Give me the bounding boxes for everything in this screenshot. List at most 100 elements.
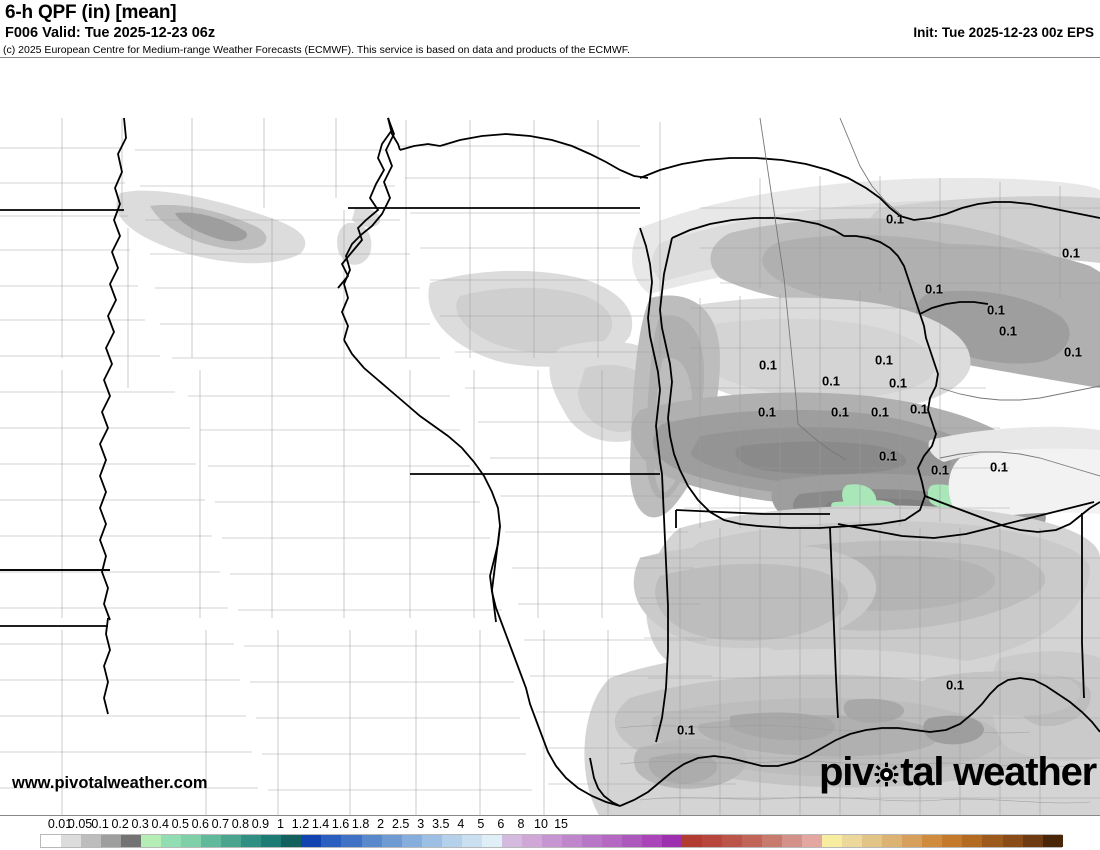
colorbar-tick: 8 — [517, 817, 525, 831]
colorbar-swatch — [601, 835, 622, 847]
colorbar-swatch — [922, 835, 943, 847]
colorbar-swatch — [742, 835, 763, 847]
colorbar[interactable]: 0.01 0.05 0.1 0.2 0.3 0.4 0.5 0.6 0.7 0.8 0.9 1 1.2 1… — [0, 816, 1100, 850]
colorbar-tick: 3.5 — [432, 817, 450, 831]
contour-label: 0.1 — [945, 677, 965, 693]
colorbar-swatch — [942, 835, 963, 847]
contour-label: 0.1 — [870, 404, 890, 420]
logo-text-pre: piv — [819, 750, 874, 794]
colorbar-tick: 0.6 — [191, 817, 210, 831]
colorbar-tick: 0.2 — [111, 817, 129, 831]
colorbar-swatch — [181, 835, 202, 847]
page-title: 6-h QPF (in) [mean] — [5, 2, 177, 23]
map-header: 6-h QPF (in) [mean] F006 Valid: Tue 2025… — [0, 0, 1100, 57]
contour-label: 0.1 — [757, 404, 777, 420]
colorbar-swatch — [962, 835, 983, 847]
colorbar-tick: 5 — [477, 817, 485, 831]
colorbar-swatch — [762, 835, 783, 847]
state-boundaries — [0, 117, 1100, 807]
contour-label: 0.1 — [821, 373, 841, 389]
contour-label: 0.1 — [1061, 245, 1081, 261]
contour-label: 0.1 — [1063, 344, 1083, 360]
gear-icon — [874, 752, 899, 787]
contour-label: 0.1 — [758, 357, 778, 373]
colorbar-swatch — [281, 835, 302, 847]
colorbar-tick: 1.2 — [291, 817, 310, 831]
contour-label: 0.1 — [676, 722, 696, 738]
colorbar-tick: 3 — [417, 817, 425, 831]
contour-label: 0.1 — [874, 352, 894, 368]
colorbar-swatch — [221, 835, 242, 847]
colorbar-swatch — [682, 835, 703, 847]
colorbar-swatch — [361, 835, 382, 847]
colorbar-swatch — [321, 835, 342, 847]
colorbar-tick: 15 — [554, 817, 568, 831]
contour-label: 0.1 — [909, 401, 929, 417]
colorbar-swatch — [702, 835, 723, 847]
colorbar-swatch — [381, 835, 402, 847]
colorbar-swatch — [1002, 835, 1023, 847]
contour-label: 0.1 — [924, 281, 944, 297]
colorbar-tick: 0.1 — [91, 817, 109, 831]
colorbar-swatch — [141, 835, 162, 847]
colorbar-swatch — [101, 835, 122, 847]
colorbar-swatch — [61, 835, 82, 847]
colorbar-tick: 4 — [457, 817, 465, 831]
logo-text-post: tal weather — [900, 750, 1097, 794]
colorbar-swatch — [401, 835, 422, 847]
contour-label: 0.1 — [989, 459, 1009, 475]
colorbar-swatch — [161, 835, 182, 847]
contour-label: 0.1 — [986, 302, 1006, 318]
pivotal-weather-logo: piv — [819, 750, 1097, 795]
copyright-notice: (c) 2025 European Centre for Medium-rang… — [3, 44, 630, 56]
colorbar-swatch — [822, 835, 843, 847]
colorbar-tick: 1.4 — [311, 817, 330, 831]
site-url-watermark: www.pivotalweather.com — [12, 774, 208, 792]
colorbar-tick: 0.3 — [131, 817, 149, 831]
colorbar-swatch — [581, 835, 602, 847]
colorbar-tick: 0.01 — [47, 817, 73, 831]
colorbar-swatch — [421, 835, 442, 847]
colorbar-swatch — [261, 835, 282, 847]
colorbar-swatch — [1042, 835, 1063, 847]
colorbar-swatch — [81, 835, 102, 847]
colorbar-tick: 0.5 — [171, 817, 189, 831]
contour-label: 0.1 — [888, 375, 908, 391]
map-svg — [0, 58, 1100, 815]
colorbar-swatch — [561, 835, 582, 847]
colorbar-swatch — [201, 835, 222, 847]
colorbar-tick: 0.9 — [251, 817, 270, 831]
colorbar-swatch — [1022, 835, 1043, 847]
colorbar-tick: 0.4 — [151, 817, 169, 831]
contour-label: 0.1 — [830, 404, 850, 420]
colorbar-swatch — [521, 835, 542, 847]
colorbar-swatch — [882, 835, 903, 847]
colorbar-swatch — [501, 835, 522, 847]
colorbar-swatch — [241, 835, 262, 847]
colorbar-tick: 10 — [534, 817, 548, 831]
colorbar-swatch — [481, 835, 502, 847]
colorbar-tick: 0.7 — [211, 817, 230, 831]
colorbar-swatch — [982, 835, 1003, 847]
colorbar-swatch — [461, 835, 482, 847]
contour-label: 0.1 — [878, 448, 898, 464]
colorbar-swatch — [902, 835, 923, 847]
colorbar-swatch — [121, 835, 142, 847]
colorbar-swatch — [862, 835, 883, 847]
colorbar-swatch — [802, 835, 823, 847]
colorbar-tick-labels: 0.01 0.05 0.1 0.2 0.3 0.4 0.5 0.6 0.7 0.8 0.9 1 1.2 1… — [0, 816, 1100, 833]
qpf-shading-layer — [116, 178, 1100, 815]
colorbar-tick: 1 — [276, 817, 284, 831]
colorbar-swatches — [40, 834, 1063, 848]
colorbar-swatch — [541, 835, 562, 847]
map-canvas[interactable]: 0.1 0.1 0.1 0.1 0.1 0.1 0.1 0.1 0.1 0.1 0.1 0.1 0.1 0… — [0, 57, 1100, 816]
colorbar-swatch — [661, 835, 682, 847]
colorbar-tick: 1.8 — [351, 817, 370, 831]
colorbar-swatch — [301, 835, 322, 847]
contour-label: 0.1 — [885, 211, 905, 227]
colorbar-swatch — [782, 835, 803, 847]
colorbar-swatch — [341, 835, 362, 847]
colorbar-swatch — [41, 835, 62, 847]
colorbar-tick: 0.05 — [67, 817, 93, 831]
